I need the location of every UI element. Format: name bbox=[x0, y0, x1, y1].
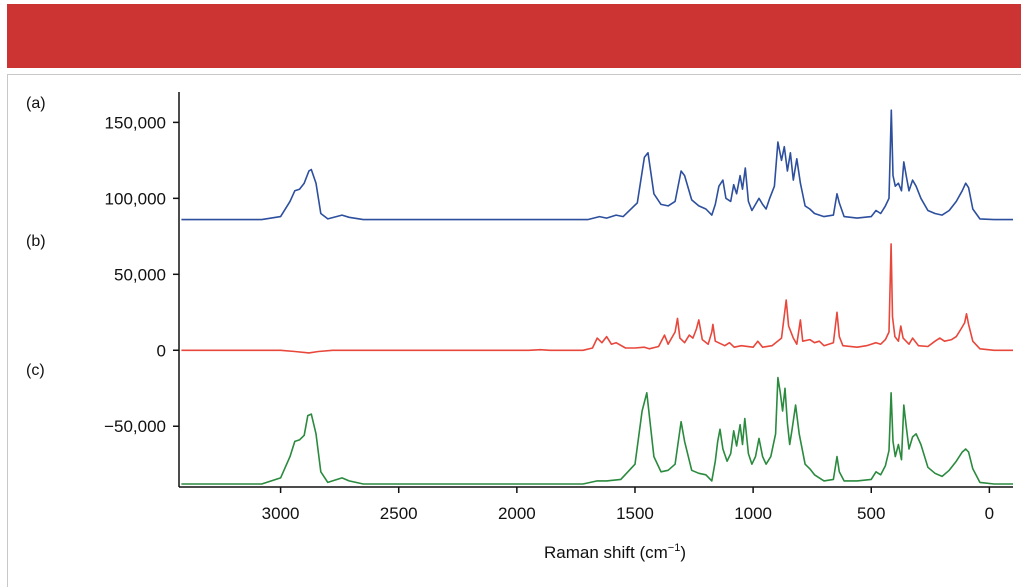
y-tick-label: −50,000 bbox=[104, 417, 166, 436]
spectrum-line-b bbox=[181, 243, 1013, 354]
x-axis-title: Raman shift (cm−1) bbox=[544, 542, 686, 562]
x-tick-label: 2000 bbox=[498, 504, 536, 523]
header-separator bbox=[7, 68, 1021, 75]
y-tick-label: 50,000 bbox=[114, 265, 166, 284]
y-tick-label: 100,000 bbox=[105, 189, 166, 208]
x-tick-label: 0 bbox=[985, 504, 994, 523]
x-axis-title-main: Raman shift (cm bbox=[544, 543, 668, 562]
panel-label-c: (c) bbox=[26, 362, 45, 379]
x-tick-label: 2500 bbox=[380, 504, 418, 523]
x-tick-label: 3000 bbox=[262, 504, 300, 523]
x-tick-label: 500 bbox=[857, 504, 885, 523]
y-tick-label: 0 bbox=[157, 341, 166, 360]
x-tick-label: 1500 bbox=[616, 504, 654, 523]
spectrum-line-c bbox=[181, 376, 1013, 485]
x-ticks: 3000 2500 2000 1500 1000 500 0 bbox=[262, 487, 994, 523]
panel-label-b: (b) bbox=[26, 233, 46, 250]
spectra-series bbox=[181, 109, 1013, 485]
x-axis-title-close: ) bbox=[680, 543, 686, 562]
header-bar bbox=[7, 4, 1021, 68]
y-ticks: 150,000 100,000 50,000 0 −50,000 bbox=[104, 113, 179, 436]
panel-label-a: (a) bbox=[26, 95, 46, 112]
x-tick-label: 1000 bbox=[734, 504, 772, 523]
x-axis-title-superscript: −1 bbox=[668, 542, 681, 554]
axes bbox=[178, 92, 1013, 488]
left-border bbox=[7, 74, 8, 587]
spectrum-line-a bbox=[181, 109, 1013, 221]
y-tick-label: 150,000 bbox=[105, 113, 166, 132]
